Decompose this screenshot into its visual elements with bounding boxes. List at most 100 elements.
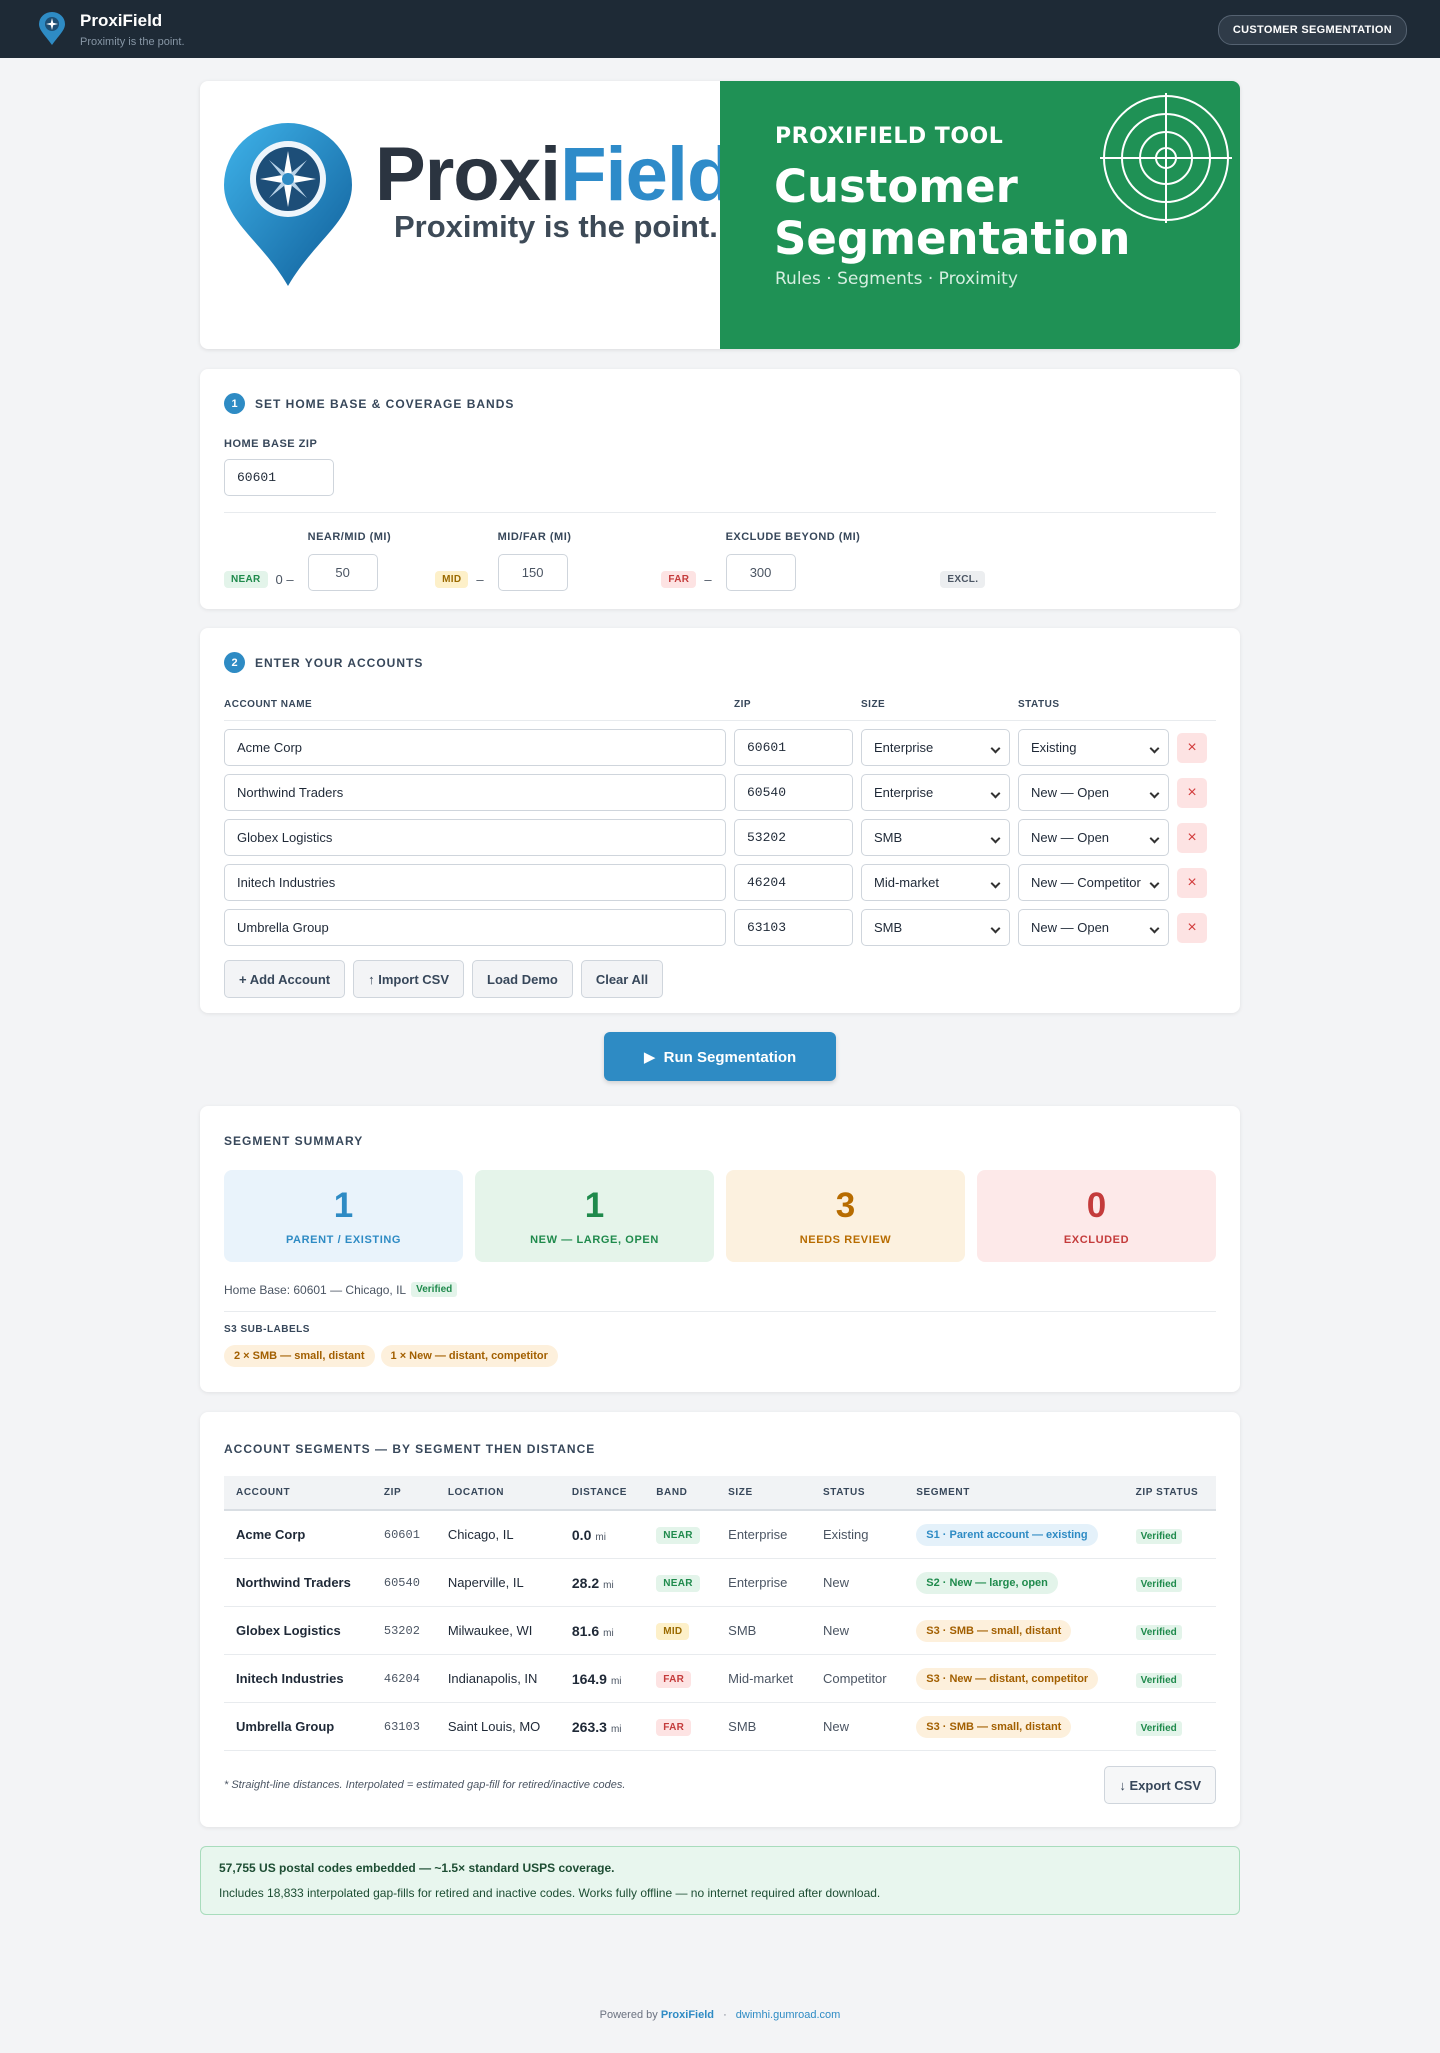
nav-button[interactable]: CUSTOMER SEGMENTATION [1217,15,1407,45]
size-cell: Enterprise [716,1510,811,1559]
column-header: STATUS [810,1476,905,1511]
status-select[interactable]: New — Open [1018,819,1169,856]
table-row: Initech Industries 46204 Indianapolis, IN 1… [224,1654,1216,1703]
name-input[interactable]: Northwind Traders [224,774,726,811]
account-row: Globex Logistics 53202 SMB New — Open × [224,819,1216,856]
status-cell: Competitor [810,1654,905,1703]
band-field: EXCLUDE BEYOND (MI) 300 [725,531,861,591]
footer-separator: · [723,2009,727,2021]
zip-input[interactable]: 53202 [734,819,853,856]
field-label: NEAR/MID (MI) [307,531,392,543]
footer-link[interactable]: dwimhi.gumroad.com [735,2009,841,2021]
size-select[interactable]: SMB [861,819,1010,856]
summary-value: 1 [584,1186,605,1225]
location-cell: Indianapolis, IN [435,1654,560,1703]
band-tag: NEAR [656,1574,700,1592]
action-button[interactable]: ↑ Import CSV [353,960,465,998]
zip-input[interactable]: 60601 [734,729,853,766]
hero-subtitle: Rules · Segments · Proximity [775,269,1018,289]
run-button[interactable]: ▶ Run Segmentation [604,1032,836,1081]
footer-brand[interactable]: ProxiField [660,2009,714,2021]
distance-value: 28.2 [571,1574,600,1591]
band-cell: MID [644,1606,717,1655]
action-button[interactable]: + Add Account [224,960,346,998]
size-select[interactable]: SMB [861,909,1010,946]
segment-badge: S3 · New — distant, competitor [916,1667,1099,1690]
column-header: DISTANCE [559,1476,645,1511]
segment-cell: S3 · SMB — small, distant [904,1702,1124,1751]
column-header: LOCATION [435,1476,560,1511]
table-row: Northwind Traders 60540 Naperville, IL 28.2… [224,1558,1216,1607]
field-label: HOME BASE ZIP [224,438,318,450]
column-header: BAND [644,1476,717,1511]
remove-button[interactable]: × [1177,777,1207,808]
summary-card: 0 EXCLUDED [977,1170,1216,1262]
band-cell: FAR [644,1654,717,1703]
band-cell: NEAR [644,1558,717,1607]
zip-input[interactable]: 46204 [734,864,853,901]
band-cell: NEAR [644,1510,717,1559]
near-mid-input[interactable]: 50 [307,554,378,591]
export-button[interactable]: ↓ Export CSV [1104,1766,1216,1804]
column-header: SIZE [716,1476,811,1511]
zip-input[interactable]: 60540 [734,774,853,811]
size-cell: Enterprise [716,1558,811,1607]
column-label: ZIP [734,699,752,710]
distance-cell: 28.2 mi [559,1558,645,1607]
size-select[interactable]: Enterprise [861,729,1010,766]
status-select[interactable]: New — Open [1018,909,1169,946]
footer: Powered by ProxiField · dwimhi.gumroad.c… [0,2009,1440,2021]
summary-section: SEGMENT SUMMARY 1 PARENT / EXISTING 1 NEW —… [200,1106,1240,1392]
zip-status-badge: Verified [1135,1625,1182,1640]
step-header: 1 SET HOME BASE & COVERAGE BANDS [224,393,1216,414]
status-select[interactable]: New — Competitor [1018,864,1169,901]
size-select[interactable]: Enterprise [861,774,1010,811]
summary-card: 1 NEW — LARGE, OPEN [475,1170,714,1262]
band-tag: EXCL. [940,571,986,588]
footer-powered: Powered by [599,2009,658,2021]
status-cell: New [810,1702,905,1751]
action-button[interactable]: Load Demo [472,960,573,998]
zip-status-cell: Verified [1123,1702,1216,1751]
exclude-input[interactable]: 300 [725,554,796,591]
status-select[interactable]: New — Open [1018,774,1169,811]
zip-input[interactable]: 63103 [734,909,853,946]
location-cell: Chicago, IL [435,1510,560,1559]
remove-button[interactable]: × [1177,867,1207,898]
location-cell: Naperville, IL [435,1558,560,1607]
summary-label: NEEDS REVIEW [799,1234,892,1246]
summary-label: NEW — LARGE, OPEN [530,1234,659,1246]
accounts-rows: Acme Corp 60601 Enterprise Existing × Northwi… [224,729,1216,946]
remove-button[interactable]: × [1177,912,1207,943]
zip-cell: 60540 [371,1558,436,1607]
table-row: Umbrella Group 63103 Saint Louis, MO 263.3 m… [224,1702,1216,1751]
remove-button[interactable]: × [1177,822,1207,853]
distance-value: 0.0 [571,1526,592,1543]
name-input[interactable]: Umbrella Group [224,909,726,946]
size-cell: SMB [716,1702,811,1751]
action-button[interactable]: Clear All [580,960,664,998]
name-input[interactable]: Globex Logistics [224,819,726,856]
size-select[interactable]: Mid-market [861,864,1010,901]
status-cell: New [810,1558,905,1607]
name-input[interactable]: Acme Corp [224,729,726,766]
zip-status-cell: Verified [1123,1606,1216,1655]
band-tag: MID [435,571,469,588]
band-tag: FAR [656,1718,692,1736]
distance-unit: mi [595,1531,606,1543]
nav-brand: ProxiField [80,11,163,30]
mid-far-input[interactable]: 150 [497,554,568,591]
band-tag: FAR [661,571,697,588]
sublabels-title: S3 SUB-LABELS [224,1324,310,1335]
summary-label: PARENT / EXISTING [285,1234,402,1246]
account-row: Umbrella Group 63103 SMB New — Open × [224,909,1216,946]
step-number: 2 [224,652,245,673]
band-tag: NEAR [656,1526,700,1544]
status-select[interactable]: Existing [1018,729,1169,766]
home-base-line: Home Base: 60601 — Chicago, IL Verified [224,1282,1216,1297]
name-input[interactable]: Initech Industries [224,864,726,901]
band-field: MID/FAR (MI) 150 [497,531,572,591]
remove-button[interactable]: × [1177,732,1207,763]
home-zip-input[interactable]: 60601 [224,459,334,496]
